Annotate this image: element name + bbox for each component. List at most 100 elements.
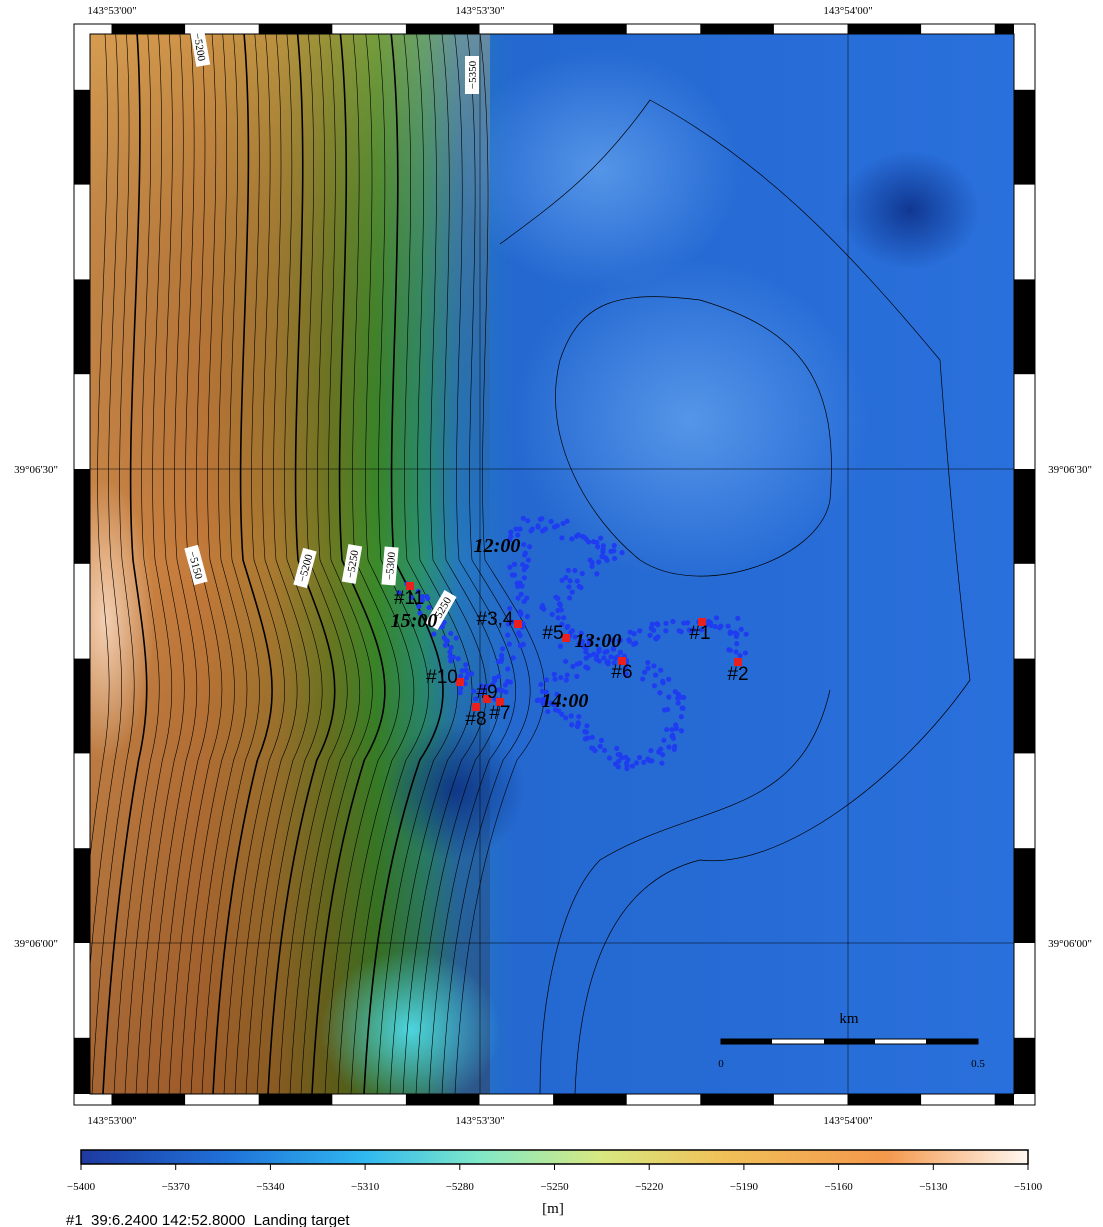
track-point xyxy=(522,552,527,557)
track-point xyxy=(634,760,639,765)
track-point xyxy=(522,599,527,604)
track-point xyxy=(538,682,543,687)
colorbar-tick-label: −5190 xyxy=(730,1181,759,1193)
track-point xyxy=(564,677,569,682)
track-point xyxy=(660,752,665,757)
track-point xyxy=(657,690,662,695)
scale-bar-segment xyxy=(824,1039,875,1044)
track-point xyxy=(631,642,636,647)
track-point xyxy=(594,571,599,576)
track-point xyxy=(576,721,581,726)
track-point xyxy=(464,675,469,680)
track-point xyxy=(505,666,510,671)
track-point xyxy=(612,543,617,548)
lat-label: 39°06'00" xyxy=(14,938,58,950)
track-point xyxy=(651,628,656,633)
track-point xyxy=(575,661,580,666)
track-point xyxy=(651,663,656,668)
track-point xyxy=(431,631,436,636)
track-point xyxy=(536,524,541,529)
station-label: #8 xyxy=(465,709,486,730)
track-point xyxy=(640,676,645,681)
track-point xyxy=(612,556,617,561)
lon-label: 143°53'00" xyxy=(87,5,136,17)
track-point xyxy=(521,542,526,547)
track-point xyxy=(602,555,607,560)
frame-tick xyxy=(1014,659,1035,754)
track-point xyxy=(669,733,674,738)
track-point xyxy=(616,759,621,764)
track-point xyxy=(558,644,563,649)
track-point xyxy=(666,694,671,699)
track-point xyxy=(676,700,681,705)
time-label: 15:00 xyxy=(391,610,438,632)
track-point xyxy=(601,543,606,548)
track-point xyxy=(646,666,651,671)
track-point xyxy=(549,519,554,524)
caption: #1 39:6.2400 142:52.8000 Landing target xyxy=(66,1212,350,1227)
lon-label: 143°54'00" xyxy=(823,5,872,17)
track-point xyxy=(510,572,515,577)
track-point xyxy=(637,755,642,760)
track-point xyxy=(580,571,585,576)
track-point xyxy=(666,677,671,682)
track-point xyxy=(567,578,572,583)
frame-tick xyxy=(995,1094,1014,1105)
track-point xyxy=(558,603,563,608)
track-point xyxy=(526,557,531,562)
track-point xyxy=(661,738,666,743)
frame-tick xyxy=(112,1094,186,1105)
track-point xyxy=(584,655,589,660)
track-point xyxy=(517,526,522,531)
track-point xyxy=(596,559,601,564)
station-label: #2 xyxy=(727,664,748,685)
track-point xyxy=(499,653,504,658)
lat-label: 39°06'30" xyxy=(14,464,58,476)
track-point xyxy=(507,642,512,647)
track-point xyxy=(443,643,448,648)
track-point xyxy=(508,530,513,535)
track-point xyxy=(623,755,628,760)
track-point xyxy=(591,652,596,657)
track-point xyxy=(670,619,675,624)
track-point xyxy=(559,607,564,612)
track-point xyxy=(641,760,646,765)
track-point xyxy=(583,736,588,741)
station-label: #6 xyxy=(611,662,632,683)
track-point xyxy=(516,630,521,635)
track-point xyxy=(647,633,652,638)
track-point xyxy=(425,596,430,601)
track-point xyxy=(555,523,560,528)
station-label: #11 xyxy=(394,588,424,609)
frame-tick xyxy=(259,24,333,34)
track-point xyxy=(584,730,589,735)
track-point xyxy=(663,628,668,633)
track-point xyxy=(569,713,574,718)
track-point xyxy=(713,624,718,629)
frame-tick xyxy=(259,1094,333,1105)
lon-label: 143°53'30" xyxy=(455,1115,504,1127)
track-point xyxy=(619,550,624,555)
track-point xyxy=(598,535,603,540)
track-point xyxy=(458,686,463,691)
lon-label: 143°53'30" xyxy=(455,5,504,17)
track-point xyxy=(460,668,465,673)
track-point xyxy=(512,562,517,567)
shading xyxy=(385,720,525,860)
track-point xyxy=(594,657,599,662)
track-point xyxy=(658,668,663,673)
frame-tick xyxy=(700,24,774,34)
track-point xyxy=(679,714,684,719)
track-point xyxy=(458,673,463,678)
track-point xyxy=(569,722,574,727)
frame-tick xyxy=(74,848,90,943)
track-point xyxy=(734,641,739,646)
track-point xyxy=(679,728,684,733)
track-point xyxy=(552,677,557,682)
frame-tick xyxy=(848,24,922,34)
track-point xyxy=(734,632,739,637)
track-point xyxy=(637,628,642,633)
frame-tick xyxy=(995,24,1014,34)
track-point xyxy=(645,756,650,761)
track-point xyxy=(616,752,621,757)
